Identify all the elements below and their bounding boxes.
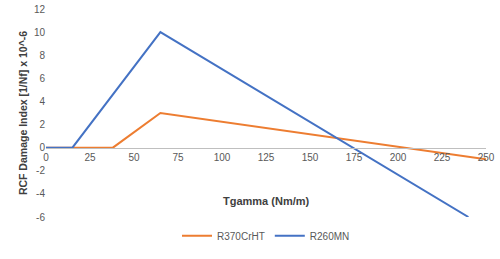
svg-text:75: 75 — [172, 152, 184, 163]
svg-text:4: 4 — [39, 96, 45, 107]
svg-text:250: 250 — [478, 152, 495, 163]
svg-text:Tgamma (Nm/m): Tgamma (Nm/m) — [223, 195, 310, 207]
svg-text:125: 125 — [258, 152, 275, 163]
svg-text:25: 25 — [84, 152, 96, 163]
svg-text:0: 0 — [39, 142, 45, 153]
svg-text:-6: -6 — [36, 212, 45, 223]
svg-text:100: 100 — [214, 152, 231, 163]
svg-text:8: 8 — [39, 50, 45, 61]
svg-text:-2: -2 — [36, 165, 45, 176]
svg-text:RCF Damage Index [1/Nf] x 10^-: RCF Damage Index [1/Nf] x 10^-6 — [17, 31, 29, 195]
svg-text:225: 225 — [434, 152, 451, 163]
svg-text:150: 150 — [302, 152, 319, 163]
svg-text:10: 10 — [34, 27, 46, 38]
svg-text:6: 6 — [39, 73, 45, 84]
svg-text:0: 0 — [43, 152, 49, 163]
svg-text:2: 2 — [39, 119, 45, 130]
svg-text:175: 175 — [346, 152, 363, 163]
svg-text:200: 200 — [390, 152, 407, 163]
svg-text:-4: -4 — [36, 188, 45, 199]
svg-text:R260MN: R260MN — [310, 231, 349, 242]
svg-text:50: 50 — [128, 152, 140, 163]
svg-text:R370CrHT: R370CrHT — [217, 231, 265, 242]
svg-text:12: 12 — [34, 4, 46, 15]
